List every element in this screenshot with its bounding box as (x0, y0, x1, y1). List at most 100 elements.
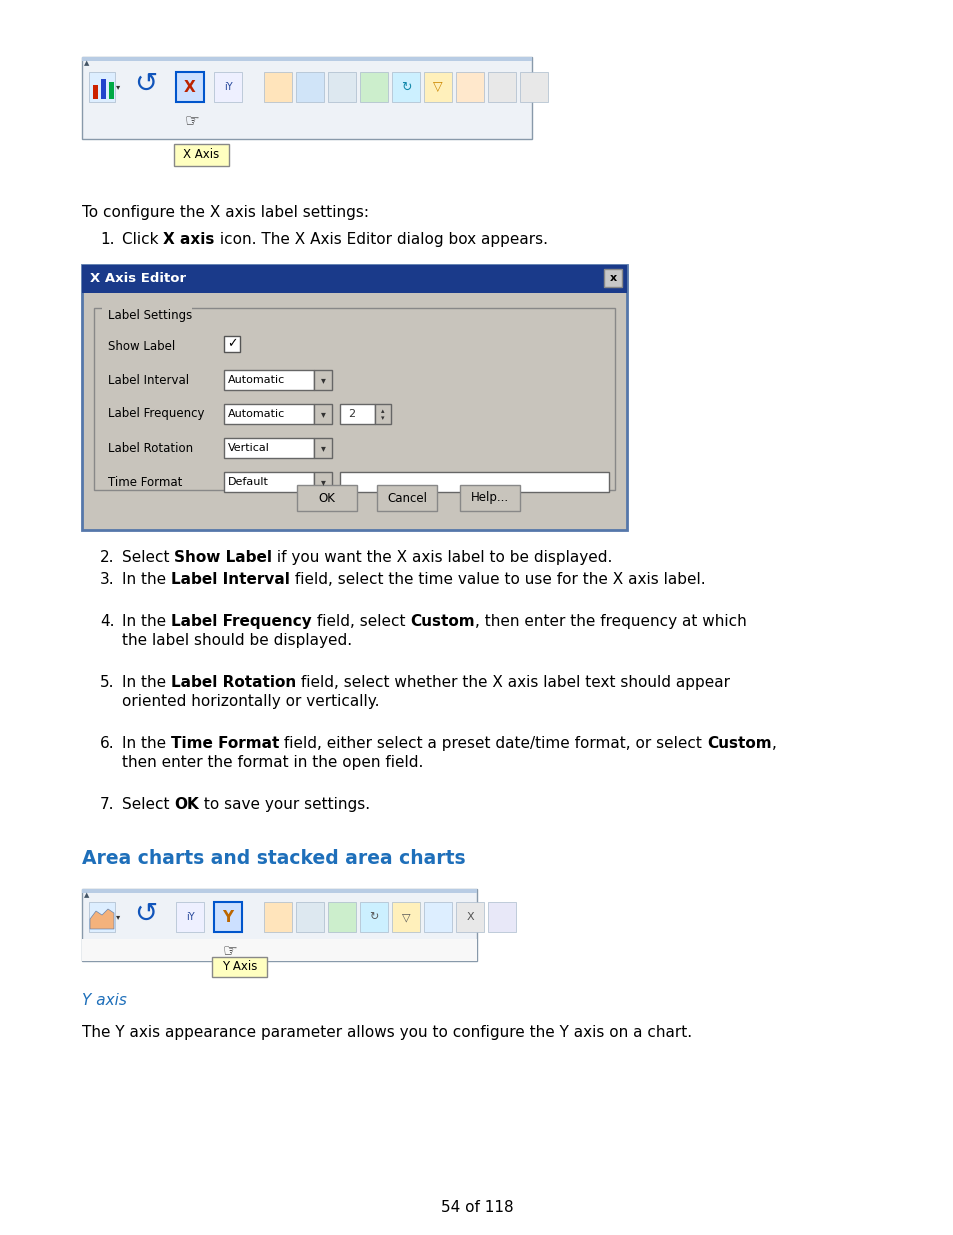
Text: ▲: ▲ (84, 892, 90, 898)
Text: ▾: ▾ (320, 477, 325, 487)
Text: ↻: ↻ (369, 911, 378, 923)
Text: ▾: ▾ (320, 409, 325, 419)
Text: Default: Default (228, 477, 269, 487)
Text: X Axis: X Axis (183, 148, 219, 162)
Bar (224, 404, 314, 424)
Bar (328, 72, 355, 103)
Text: Label Frequency: Label Frequency (171, 614, 312, 629)
Bar (94, 308, 615, 490)
Text: ▾: ▾ (115, 83, 120, 91)
Bar (213, 902, 242, 932)
Text: iY: iY (223, 82, 233, 91)
Text: , then enter the frequency at which: , then enter the frequency at which (475, 614, 745, 629)
Bar (84, 295, 624, 529)
Text: field, select: field, select (312, 614, 410, 629)
Text: Label Rotation: Label Rotation (108, 441, 193, 454)
Text: The Y axis appearance parameter allows you to configure the Y axis on a chart.: The Y axis appearance parameter allows y… (82, 1025, 691, 1040)
Text: To configure the X axis label settings:: To configure the X axis label settings: (82, 205, 369, 220)
Text: 3.: 3. (100, 572, 114, 587)
Bar (175, 72, 204, 103)
Text: Automatic: Automatic (228, 375, 285, 385)
Text: ▾: ▾ (381, 415, 384, 421)
Bar (359, 902, 388, 932)
Bar (82, 57, 532, 140)
Bar (456, 72, 483, 103)
Bar (175, 902, 204, 932)
Bar (314, 370, 332, 390)
Text: In the: In the (122, 736, 171, 751)
Bar (101, 79, 106, 99)
Text: 2.: 2. (100, 550, 114, 564)
Text: iY: iY (186, 911, 194, 923)
Text: the label should be displayed.: the label should be displayed. (122, 634, 352, 648)
Text: ↻: ↻ (400, 80, 411, 94)
Bar (82, 266, 626, 530)
Bar (224, 336, 240, 352)
Bar (459, 485, 519, 511)
Text: 54 of 118: 54 of 118 (440, 1200, 513, 1215)
Text: field, select whether the X axis label text should appear: field, select whether the X axis label t… (296, 676, 729, 690)
Text: ,: , (771, 736, 776, 751)
Text: Select: Select (122, 797, 174, 811)
Bar (109, 82, 113, 99)
Text: In the: In the (122, 572, 171, 587)
Text: ☞: ☞ (184, 112, 199, 130)
Text: icon. The X Axis Editor dialog box appears.: icon. The X Axis Editor dialog box appea… (214, 232, 547, 247)
Bar (296, 485, 356, 511)
Text: to save your settings.: to save your settings. (199, 797, 370, 811)
Text: Y Axis: Y Axis (222, 961, 257, 973)
Text: X: X (466, 911, 474, 923)
Text: Label Frequency: Label Frequency (108, 408, 204, 420)
Text: Y: Y (222, 909, 233, 925)
Text: X Axis Editor: X Axis Editor (90, 273, 186, 285)
Text: Label Settings: Label Settings (108, 309, 193, 322)
Bar (392, 72, 419, 103)
Bar (82, 889, 476, 961)
Text: then enter the format in the open field.: then enter the format in the open field. (122, 755, 423, 769)
Text: 5.: 5. (100, 676, 114, 690)
Bar (224, 472, 314, 492)
Bar (264, 902, 292, 932)
Text: Click: Click (122, 232, 163, 247)
Bar (89, 72, 115, 103)
Text: 4.: 4. (100, 614, 114, 629)
Text: ▽: ▽ (401, 911, 410, 923)
Text: ▲: ▲ (84, 61, 90, 65)
Text: In the: In the (122, 676, 171, 690)
Text: field, either select a preset date/time format, or select: field, either select a preset date/time … (279, 736, 706, 751)
Text: Vertical: Vertical (228, 443, 270, 453)
Text: ↺: ↺ (134, 70, 157, 98)
Text: Time Format: Time Format (108, 475, 182, 489)
Text: In the: In the (122, 614, 171, 629)
Text: ▾: ▾ (320, 443, 325, 453)
Bar (102, 303, 192, 316)
Polygon shape (90, 909, 113, 929)
Bar (488, 72, 516, 103)
Bar (173, 144, 229, 165)
Text: oriented horizontally or vertically.: oriented horizontally or vertically. (122, 694, 379, 709)
Text: Time Format: Time Format (171, 736, 279, 751)
Text: Show Label: Show Label (108, 340, 175, 352)
Text: 1.: 1. (100, 232, 114, 247)
Bar (224, 370, 314, 390)
Text: Y axis: Y axis (82, 993, 127, 1008)
Bar (519, 72, 547, 103)
Text: Label Interval: Label Interval (108, 373, 189, 387)
Text: Label Interval: Label Interval (171, 572, 290, 587)
Text: X: X (184, 79, 195, 95)
Bar (359, 72, 388, 103)
Text: Custom: Custom (706, 736, 771, 751)
Text: 2: 2 (348, 409, 355, 419)
Text: field, select the time value to use for the X axis label.: field, select the time value to use for … (290, 572, 705, 587)
Text: X axis: X axis (163, 232, 214, 247)
Text: ▴: ▴ (381, 408, 384, 414)
Bar (264, 72, 292, 103)
Text: Area charts and stacked area charts: Area charts and stacked area charts (82, 848, 465, 868)
Text: 6.: 6. (100, 736, 114, 751)
Text: ▽: ▽ (433, 80, 442, 94)
Text: Help...: Help... (471, 492, 509, 505)
Bar (212, 957, 267, 977)
Text: 7.: 7. (100, 797, 114, 811)
Text: Custom: Custom (410, 614, 475, 629)
Bar (488, 902, 516, 932)
